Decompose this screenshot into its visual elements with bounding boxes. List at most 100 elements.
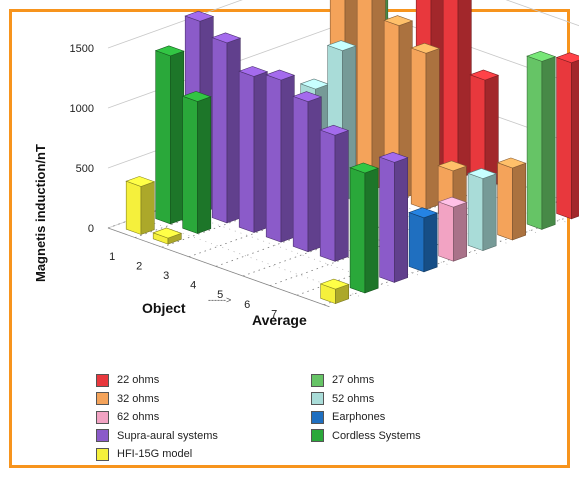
bar-side-face [541, 56, 556, 230]
bar-side-face [482, 173, 497, 252]
legend-item: 52 ohms [311, 391, 374, 407]
x-tick-label: 2 [136, 260, 142, 272]
side-gridline [107, 0, 243, 49]
bar [292, 91, 323, 253]
legend-swatch [311, 410, 324, 424]
bar [467, 168, 498, 252]
legend-label: Earphones [332, 411, 386, 423]
bar-front-face [356, 0, 373, 191]
x-tick-label: 4 [190, 280, 196, 292]
y-tick-label: 0 [88, 223, 94, 235]
legend-item: 27 ohms [311, 372, 374, 388]
bar [410, 42, 441, 210]
legend-item: Cordless Systems [311, 428, 421, 444]
bar-side-face [253, 71, 268, 233]
legend-label: Supra-aural systems [117, 429, 218, 442]
bar [496, 157, 527, 241]
bar-front-face [155, 50, 171, 225]
bar-top-face [383, 15, 414, 27]
bar [238, 66, 269, 233]
legend-item: 32 ohms [96, 391, 159, 407]
legend-swatch [311, 392, 324, 405]
bar-top-face [326, 40, 357, 52]
bar [437, 196, 468, 262]
legend-label: 52 ohms [332, 392, 375, 405]
depth-axis-title: Average [252, 312, 307, 328]
bar [349, 162, 380, 294]
bar-top-face [211, 32, 242, 44]
legend-label: 62 ohms [117, 411, 160, 423]
bar-side-face [226, 37, 241, 224]
bar-front-face [556, 57, 572, 220]
bar-top-face [526, 50, 557, 62]
bar-top-face [496, 157, 527, 169]
bar [211, 32, 242, 224]
legend-item: Earphones [311, 409, 385, 425]
bar-side-face [280, 74, 295, 243]
bar-front-face [238, 70, 255, 233]
legend-swatch [311, 429, 324, 442]
bar [356, 0, 386, 191]
bar-top-face [437, 196, 468, 208]
bar-top-face [125, 176, 156, 187]
bar [265, 69, 296, 243]
legend-swatch [311, 373, 324, 387]
bar-front-face [442, 0, 459, 179]
bar-side-face [394, 157, 409, 283]
bar-side-face [364, 167, 379, 294]
bar [152, 227, 183, 245]
bar-top-face [238, 66, 269, 77]
bar-top-face [319, 124, 350, 136]
bar-side-face [571, 59, 579, 220]
legend-label: 27 ohms [332, 374, 375, 386]
bar-top-face [467, 168, 498, 179]
bar-side-face [423, 212, 438, 273]
x-tick-label: 7 [271, 308, 277, 320]
bar-side-face [170, 50, 185, 225]
legend-swatch [96, 373, 109, 387]
bar-top-face [555, 52, 579, 64]
legend-label: 22 ohms [117, 374, 160, 386]
chart-labels: 05001000150020001234567Magnetis inductio… [33, 43, 307, 328]
bar-top-face [469, 69, 500, 81]
legend-item: 62 ohms [96, 409, 159, 425]
bar-front-face [497, 162, 513, 241]
legend-swatch [96, 429, 109, 442]
legend-item: HFI-15G model [96, 446, 192, 462]
chart-bars [125, 0, 579, 305]
bar-top-face [408, 207, 439, 219]
bar-top-face [410, 42, 441, 54]
legend-label: HFI-15G model [117, 448, 193, 460]
bar-side-face [140, 181, 155, 235]
bar-front-face [292, 95, 309, 253]
bar-front-face [182, 95, 198, 234]
bar [526, 50, 557, 230]
bar-top-face [181, 91, 212, 102]
legend-swatch [96, 410, 109, 424]
legend-label: 32 ohms [117, 392, 160, 405]
bar-top-face [184, 10, 215, 22]
chart-legend: 22 ohms 32 ohms 62 ohms Supra-aural systems… [96, 372, 516, 462]
bar-top-face [319, 278, 350, 290]
axis-arrow: ------> [208, 295, 231, 305]
bar-front-face [211, 37, 228, 224]
bar [555, 52, 579, 220]
bar-top-face [152, 227, 183, 239]
bar-front-face [467, 172, 484, 252]
legend-swatch [96, 447, 109, 461]
bar-side-face [334, 130, 349, 262]
y-axis-title: Magnetis induction/nT [33, 144, 48, 282]
bar-top-face [349, 162, 380, 174]
bar [154, 45, 185, 225]
bar-top-face [378, 151, 409, 163]
bar [181, 91, 212, 234]
bar-front-face [408, 212, 425, 273]
front-edge [107, 227, 330, 308]
x-axis-title: Object [142, 300, 186, 316]
y-tick-label: 1000 [70, 103, 94, 115]
bar [442, 0, 472, 179]
bar-front-face [410, 47, 427, 210]
bar-side-face [457, 0, 472, 179]
bar-front-face [526, 55, 543, 230]
legend-item: 22 ohms [96, 372, 159, 388]
